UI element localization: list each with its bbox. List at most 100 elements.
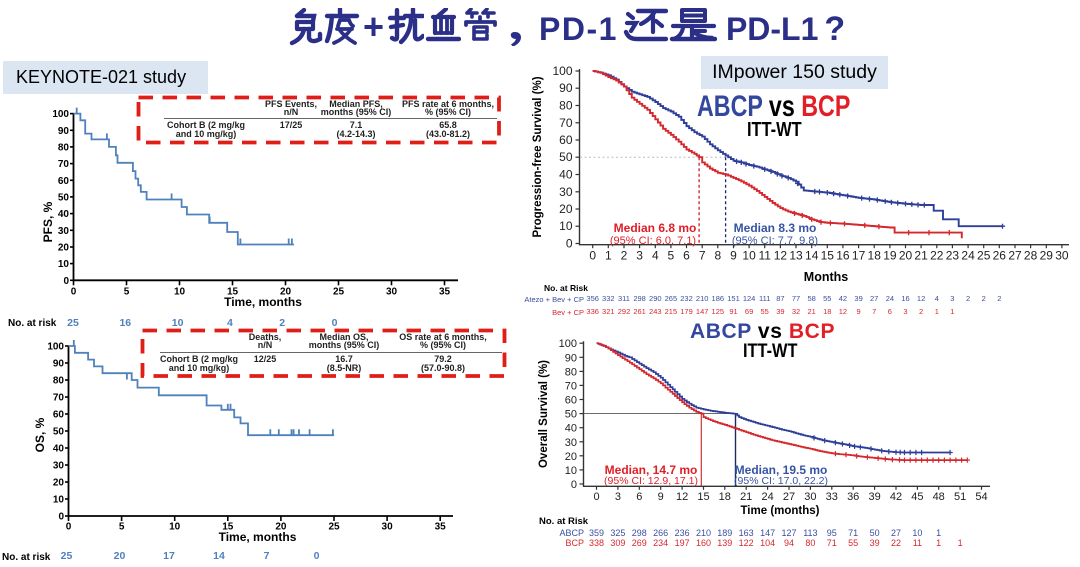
svg-text:PFS, %: PFS, %	[41, 201, 55, 242]
svg-text:Time, months: Time, months	[219, 530, 297, 544]
svg-text:60: 60	[53, 410, 65, 421]
svg-text:90: 90	[53, 359, 65, 370]
svg-text:4: 4	[652, 249, 659, 263]
svg-text:17: 17	[852, 249, 866, 263]
svg-text:70: 70	[559, 116, 573, 130]
svg-text:100: 100	[47, 342, 64, 353]
svg-text:OS, %: OS, %	[33, 417, 47, 452]
svg-text:0: 0	[566, 237, 573, 251]
svg-text:3: 3	[636, 249, 643, 263]
svg-text:15: 15	[821, 249, 835, 263]
svg-text:10: 10	[58, 259, 70, 270]
svg-text:70: 70	[58, 159, 70, 170]
svg-text:Time, months: Time, months	[224, 295, 302, 309]
svg-text:24: 24	[961, 249, 975, 263]
svg-text:11: 11	[758, 249, 771, 263]
svg-text:40: 40	[58, 209, 70, 220]
svg-text:80: 80	[58, 142, 70, 153]
svg-text:5: 5	[668, 249, 675, 263]
svg-text:30: 30	[565, 437, 577, 449]
svg-text:12: 12	[676, 491, 688, 503]
svg-text:50: 50	[559, 150, 573, 164]
svg-text:13: 13	[789, 249, 803, 263]
svg-text:80: 80	[565, 366, 577, 378]
svg-text:6: 6	[683, 249, 690, 263]
svg-text:9: 9	[658, 491, 664, 503]
svg-text:20: 20	[565, 451, 577, 463]
svg-text:24: 24	[761, 491, 773, 503]
svg-text:9: 9	[730, 249, 737, 263]
svg-text:60: 60	[559, 133, 573, 147]
svg-text:14: 14	[805, 249, 819, 263]
svg-text:20: 20	[899, 249, 913, 263]
svg-text:30: 30	[382, 522, 394, 533]
svg-text:0: 0	[589, 249, 596, 263]
svg-text:80: 80	[559, 99, 573, 113]
svg-text:0: 0	[58, 512, 64, 523]
svg-text:51: 51	[954, 491, 966, 503]
svg-text:0: 0	[593, 491, 599, 503]
svg-text:15: 15	[222, 522, 234, 533]
svg-text:10: 10	[174, 286, 186, 297]
svg-text:20: 20	[275, 522, 287, 533]
svg-text:10: 10	[565, 465, 577, 477]
svg-text:90: 90	[565, 352, 577, 364]
svg-text:21: 21	[740, 491, 752, 503]
svg-text:20: 20	[280, 286, 292, 297]
svg-text:48: 48	[933, 491, 945, 503]
svg-text:100: 100	[559, 338, 577, 350]
svg-text:30: 30	[386, 286, 398, 297]
svg-text:20: 20	[53, 478, 65, 489]
svg-text:12: 12	[774, 249, 788, 263]
svg-text:90: 90	[559, 81, 573, 95]
svg-text:50: 50	[53, 427, 65, 438]
svg-text:25: 25	[977, 249, 991, 263]
svg-text:39: 39	[868, 491, 880, 503]
svg-text:5: 5	[119, 522, 125, 533]
svg-text:100: 100	[552, 64, 572, 78]
svg-text:60: 60	[58, 176, 70, 187]
svg-text:25: 25	[328, 522, 340, 533]
svg-text:10: 10	[742, 249, 756, 263]
svg-text:23: 23	[946, 249, 960, 263]
svg-text:30: 30	[804, 491, 816, 503]
svg-text:20: 20	[559, 202, 573, 216]
svg-text:3: 3	[615, 491, 621, 503]
svg-text:19: 19	[883, 249, 897, 263]
svg-text:10: 10	[169, 522, 181, 533]
svg-text:60: 60	[565, 395, 577, 407]
svg-text:5: 5	[124, 286, 130, 297]
svg-text:36: 36	[847, 491, 859, 503]
svg-text:45: 45	[911, 491, 923, 503]
svg-text:26: 26	[993, 249, 1007, 263]
svg-text:90: 90	[58, 126, 70, 137]
svg-text:15: 15	[227, 286, 239, 297]
svg-text:10: 10	[559, 219, 573, 233]
svg-text:50: 50	[58, 192, 70, 203]
svg-text:16: 16	[836, 249, 850, 263]
svg-text:27: 27	[1008, 249, 1022, 263]
svg-text:35: 35	[439, 286, 451, 297]
svg-text:33: 33	[826, 491, 838, 503]
svg-text:18: 18	[719, 491, 731, 503]
svg-text:Overall Survival (%): Overall Survival (%)	[538, 360, 550, 468]
svg-text:29: 29	[1040, 249, 1054, 263]
svg-text:Progression-free Survival (%): Progression-free Survival (%)	[532, 76, 544, 237]
svg-text:40: 40	[565, 423, 577, 435]
svg-text:10: 10	[53, 495, 65, 506]
svg-text:40: 40	[559, 168, 573, 182]
svg-text:40: 40	[53, 444, 65, 455]
svg-text:25: 25	[333, 286, 345, 297]
svg-text:21: 21	[914, 249, 928, 263]
svg-text:18: 18	[868, 249, 882, 263]
svg-text:70: 70	[565, 380, 577, 392]
svg-text:80: 80	[53, 376, 65, 387]
svg-text:8: 8	[714, 249, 721, 263]
svg-text:50: 50	[565, 409, 577, 421]
svg-text:0: 0	[66, 522, 72, 533]
svg-text:30: 30	[53, 461, 65, 472]
svg-text:27: 27	[783, 491, 795, 503]
svg-text:1: 1	[605, 249, 612, 263]
svg-text:100: 100	[52, 109, 69, 120]
svg-text:0: 0	[71, 286, 77, 297]
